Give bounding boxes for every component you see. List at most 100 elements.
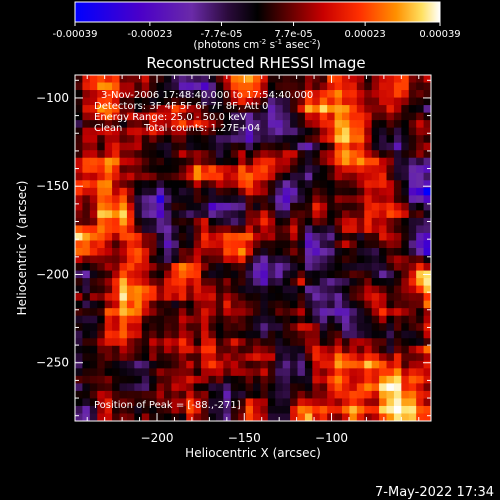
heatmap-cell <box>75 248 84 257</box>
heatmap-cell <box>134 75 143 84</box>
heatmap-cell <box>201 330 210 339</box>
heatmap-cell <box>245 180 254 189</box>
heatmap-cell <box>364 217 373 227</box>
heatmap-cell <box>89 195 98 204</box>
heatmap-cell <box>104 255 113 264</box>
heatmap-cell <box>156 338 165 347</box>
heatmap-cell <box>156 375 165 384</box>
heatmap-cell <box>193 353 202 362</box>
heatmap-cell <box>364 97 373 106</box>
heatmap-cell <box>408 413 417 421</box>
heatmap-cell <box>97 135 106 144</box>
heatmap-cell <box>342 368 351 377</box>
heatmap-cell <box>364 165 373 174</box>
heatmap-cell <box>97 165 106 174</box>
heatmap-cell <box>260 180 269 189</box>
heatmap-cell <box>245 172 254 181</box>
heatmap-cell <box>304 120 313 129</box>
heatmap-cell <box>164 157 173 166</box>
heatmap-cell <box>89 172 98 181</box>
heatmap-cell <box>126 202 135 211</box>
heatmap-cell <box>112 90 121 99</box>
heatmap-cell <box>215 308 224 317</box>
heatmap-cell <box>141 278 150 287</box>
heatmap-cell <box>267 398 276 407</box>
heatmap-cell <box>297 232 306 242</box>
heatmap-cell <box>97 308 106 317</box>
heatmap-cell <box>334 202 343 211</box>
heatmap-cell <box>275 368 284 377</box>
heatmap-cell <box>215 263 224 272</box>
heatmap-cell <box>356 383 365 392</box>
heatmap-cell <box>304 217 313 227</box>
heatmap-cell <box>319 375 328 384</box>
heatmap-cell <box>282 413 291 421</box>
heatmap-cell <box>260 97 269 106</box>
heatmap-cell <box>401 225 410 234</box>
heatmap-cell <box>401 353 410 362</box>
heatmap-cell <box>75 255 84 264</box>
heatmap-cell <box>223 195 232 204</box>
heatmap-cell <box>112 413 121 421</box>
heatmap-cell <box>253 142 262 151</box>
heatmap-cell <box>379 195 388 204</box>
heatmap-cell <box>356 195 365 204</box>
heatmap-cell <box>119 225 128 234</box>
heatmap-cell <box>164 300 173 309</box>
heatmap-cell <box>238 90 247 99</box>
heatmap-cell <box>238 353 247 362</box>
heatmap-cell <box>290 308 299 317</box>
heatmap-cell <box>141 165 150 174</box>
heatmap-cell <box>297 240 306 249</box>
heatmap-cell <box>75 165 84 174</box>
heatmap-cell <box>327 157 336 166</box>
heatmap-cell <box>253 293 262 302</box>
heatmap-cell <box>423 345 431 354</box>
heatmap-cell <box>260 127 269 136</box>
heatmap-cell <box>230 285 239 294</box>
heatmap-cell <box>253 383 262 392</box>
heatmap-cell <box>349 338 358 347</box>
heatmap-cell <box>112 135 121 144</box>
heatmap-cell <box>393 232 402 242</box>
heatmap-cell <box>319 345 328 354</box>
heatmap-cell <box>245 323 254 332</box>
heatmap-cell <box>112 323 121 332</box>
heatmap-cell <box>364 330 373 339</box>
heatmap-cell <box>112 150 121 159</box>
heatmap-cell <box>126 255 135 264</box>
heatmap-cell <box>364 398 373 407</box>
heatmap-cell <box>119 285 128 294</box>
heatmap-cell <box>238 120 247 129</box>
heatmap-cell <box>371 187 380 196</box>
heatmap-cell <box>319 127 328 136</box>
heatmap-cell <box>423 285 431 294</box>
heatmap-cell <box>364 353 373 362</box>
heatmap-cell <box>230 263 239 272</box>
heatmap-cell <box>356 187 365 196</box>
heatmap-cell <box>416 353 425 362</box>
heatmap-cell <box>334 142 343 151</box>
heatmap-cell <box>126 285 135 294</box>
heatmap-cell <box>164 187 173 196</box>
heatmap-cell <box>126 315 135 324</box>
heatmap-cell <box>290 225 299 234</box>
heatmap-cell <box>156 150 165 159</box>
heatmap-cell <box>186 353 195 362</box>
heatmap-cell <box>342 112 351 121</box>
heatmap-cell <box>215 413 224 421</box>
heatmap-cell <box>230 390 239 400</box>
heatmap-cell <box>297 225 306 234</box>
heatmap-cell <box>334 157 343 166</box>
heatmap-cell <box>253 105 262 114</box>
heatmap-cell <box>275 263 284 272</box>
heatmap-cell <box>290 240 299 249</box>
heatmap-cell <box>134 248 143 257</box>
heatmap-cell <box>334 360 343 369</box>
heatmap-cell <box>134 330 143 339</box>
heatmap-cell <box>371 263 380 272</box>
heatmap-cell <box>164 353 173 362</box>
heatmap-cell <box>201 405 210 415</box>
heatmap-cell <box>349 390 358 400</box>
heatmap-cell <box>275 398 284 407</box>
